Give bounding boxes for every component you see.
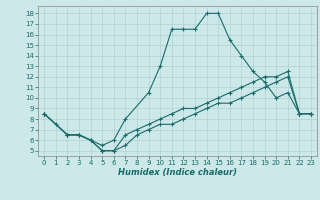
X-axis label: Humidex (Indice chaleur): Humidex (Indice chaleur) <box>118 168 237 177</box>
